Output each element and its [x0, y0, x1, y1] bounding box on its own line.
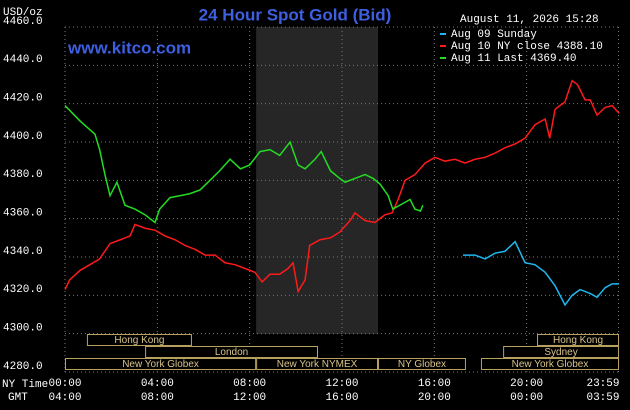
x2-tick-label: 08:00 — [141, 392, 174, 404]
session-label: New York NYMEX — [277, 359, 358, 370]
session-box — [503, 346, 620, 358]
y-tick-label: 4360.0 — [3, 208, 43, 220]
x2-tick-label: 20:00 — [418, 392, 451, 404]
line-series — [462, 240, 619, 307]
y-tick-label: 4380.0 — [3, 169, 43, 181]
legend-label: Aug 09 Sunday — [451, 29, 537, 41]
line-series — [64, 79, 620, 294]
x2-tick-label: 03:59 — [586, 392, 619, 404]
x2-tick-label: 00:00 — [510, 392, 543, 404]
session-box — [256, 358, 379, 370]
source-url: www.kitco.com — [67, 38, 191, 57]
legend-label: Aug 10 NY close 4388.10 — [451, 41, 603, 53]
legend-label: Aug 11 Last 4369.40 — [451, 53, 576, 65]
session-box — [537, 334, 619, 346]
y-tick-label: 4320.0 — [3, 284, 43, 296]
session-label: Sydney — [544, 347, 577, 358]
session-label: New York Globex — [122, 359, 199, 370]
y-axis-label: USD/oz — [3, 7, 43, 19]
x-tick-label: 16:00 — [418, 378, 451, 390]
x-tick-label: 04:00 — [141, 378, 174, 390]
x2-tick-label: 12:00 — [233, 392, 266, 404]
x2-tick-label: 04:00 — [48, 392, 81, 404]
x-tick-label: 12:00 — [325, 378, 358, 390]
session-box — [378, 358, 466, 370]
session-box — [65, 358, 257, 370]
y-tick-label: 4460.0 — [3, 16, 43, 28]
session-label: New York Globex — [512, 359, 589, 370]
y-tick-label: 4420.0 — [3, 93, 43, 105]
y-tick-label: 4300.0 — [3, 323, 43, 335]
x2-tick-label: 16:00 — [325, 392, 358, 404]
session-box — [86, 334, 192, 346]
session-box — [480, 358, 619, 370]
x-tick-label: 20:00 — [510, 378, 543, 390]
chart-title: 24 Hour Spot Gold (Bid) — [199, 5, 392, 24]
y-tick-label: 4280.0 — [3, 361, 43, 373]
session-label: NY Globex — [398, 359, 446, 370]
x-tick-label: 00:00 — [48, 378, 81, 390]
timestamp: August 11, 2026 15:28 — [460, 14, 599, 26]
session-label: London — [215, 347, 248, 358]
x-axis-label: NY Time — [2, 379, 48, 391]
x2-axis-label: GMT — [8, 392, 28, 404]
session-label: Hong Kong — [553, 335, 603, 346]
x-tick-label: 23:59 — [586, 378, 619, 390]
y-tick-label: 4400.0 — [3, 131, 43, 143]
y-tick-label: 4440.0 — [3, 54, 43, 66]
session-label: Hong Kong — [114, 335, 164, 346]
y-tick-label: 4340.0 — [3, 246, 43, 258]
line-series — [64, 105, 424, 224]
session-box — [145, 346, 318, 358]
x-tick-label: 08:00 — [233, 378, 266, 390]
